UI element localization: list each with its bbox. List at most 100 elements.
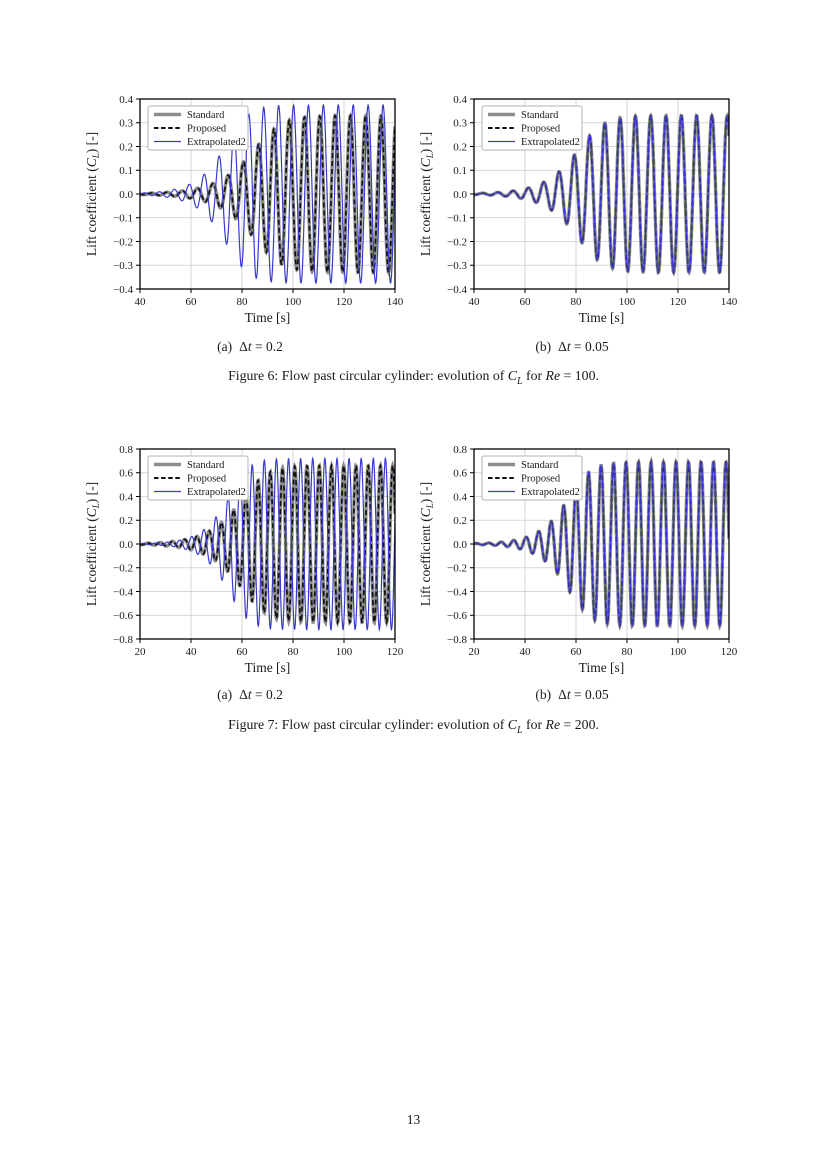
x-tick-label: 40 (469, 296, 481, 308)
y-tick-label: −0.4 (113, 284, 133, 296)
caption-text: Figure 7: Flow past circular cylinder: e… (228, 717, 508, 732)
caption-text: for (522, 717, 546, 732)
time-step-variable: t (566, 687, 571, 702)
delta-symbol: Δ (239, 339, 248, 354)
cl-subscript: L (516, 375, 523, 387)
legend-label-proposed: Proposed (521, 124, 561, 135)
x-tick-label: 120 (387, 646, 404, 658)
page-number: 13 (406, 1112, 421, 1127)
time-step-value: = 0.05 (570, 339, 609, 354)
figure7-caption: Figure 7: Flow past circular cylinder: e… (0, 717, 827, 736)
x-tick-label: 80 (571, 296, 583, 308)
x-tick-label: 120 (336, 296, 353, 308)
y-tick-label: 0.2 (119, 515, 133, 527)
y-tick-label: 0.1 (119, 165, 133, 177)
reynolds-symbol: Re (545, 368, 561, 383)
cl-subscript: L (516, 724, 523, 736)
legend-box (481, 105, 583, 151)
x-tick-label: 100 (670, 646, 687, 658)
time-step-variable: t (247, 339, 252, 354)
legend-label-standard: Standard (521, 460, 559, 471)
y-axis-label: Lift coefficient (CL) [-] (418, 132, 435, 256)
chart-re200-dt0p05: 20 40 60 80 100 120 −0.8 −0.6 −0.4 −0.2 0.0 0.2 0.4 0… (410, 437, 741, 679)
x-tick-label: 60 (237, 646, 249, 658)
y-tick-label: 0.3 (119, 118, 133, 130)
y-tick-label: −0.1 (113, 213, 133, 225)
x-tick-label: 40 (135, 296, 147, 308)
x-axis-label: Time [s] (245, 660, 291, 675)
time-step-variable: t (566, 339, 571, 354)
y-tick-label: 0.4 (119, 94, 133, 106)
y-tick-label: 0.8 (119, 444, 133, 456)
delta-symbol: Δ (558, 339, 567, 354)
time-step-variable: t (247, 687, 252, 702)
y-tick-label: 0.2 (453, 141, 467, 153)
legend-box (147, 455, 249, 501)
y-tick-label: 0.3 (453, 118, 467, 130)
subfigure-b-label: (b) (535, 339, 552, 354)
y-axis-label: Lift coefficient (CL) [-] (84, 482, 101, 606)
y-tick-label: −0.8 (113, 634, 133, 646)
cl-symbol: C (507, 368, 517, 383)
legend-box (147, 105, 249, 151)
x-tick-label: 100 (336, 646, 353, 658)
y-tick-label: 0.4 (119, 491, 133, 503)
y-tick-label: −0.3 (113, 260, 133, 272)
legend-label-extrapolated2: Extrapolated2 (521, 137, 580, 148)
figure7-subcaption-b: (b) Δt = 0.05 (535, 687, 608, 703)
y-tick-label: 0.6 (119, 468, 133, 480)
x-tick-label: 100 (619, 296, 636, 308)
figure7-subcaption-a: (a) Δt = 0.2 (217, 687, 283, 703)
chart-svg-re200-dt005: 20 40 60 80 100 120 −0.8 −0.6 −0.4 −0.2 0.0 0.2 0.4 0… (418, 444, 738, 675)
y-tick-label: 0.4 (453, 94, 467, 106)
x-axis-label: Time [s] (579, 310, 625, 325)
y-tick-label: 0.4 (453, 491, 467, 503)
delta-symbol: Δ (239, 687, 248, 702)
chart-svg-re100-dt005: 40 60 80 100 120 140 −0.4 −0.3 −0.2 −0.1 0.0 0.1 0.2… (418, 94, 738, 325)
x-tick-label: 60 (186, 296, 198, 308)
legend-label-standard: Standard (187, 110, 225, 121)
x-axis-label: Time [s] (579, 660, 625, 675)
series-line-proposed (140, 114, 395, 275)
x-tick-label: 80 (237, 296, 249, 308)
y-tick-label: 0.2 (453, 515, 467, 527)
legend-label-proposed: Proposed (521, 474, 561, 485)
subfigure-a-label: (a) (217, 339, 233, 354)
x-tick-label: 20 (469, 646, 481, 658)
y-tick-label: −0.2 (113, 236, 133, 248)
y-tick-label: −0.1 (447, 213, 467, 225)
chart-re100-dt0p05: 40 60 80 100 120 140 −0.4 −0.3 −0.2 −0.1 0.0 0.1 0.2… (410, 87, 741, 329)
series-line-extrapolated2 (140, 456, 395, 632)
y-tick-label: −0.6 (113, 610, 133, 622)
y-tick-label: 0.0 (453, 539, 467, 551)
legend-label-extrapolated2: Extrapolated2 (521, 487, 580, 498)
cl-symbol: C (507, 717, 517, 732)
y-tick-label: −0.4 (113, 586, 133, 598)
time-step-value: = 0.2 (251, 339, 283, 354)
y-tick-label: −0.4 (447, 284, 467, 296)
y-tick-label: −0.2 (113, 563, 133, 575)
x-tick-label: 40 (186, 646, 198, 658)
time-step-value: = 0.2 (251, 687, 283, 702)
y-tick-label: 0.0 (119, 189, 133, 201)
subfigure-a-label: (a) (217, 687, 233, 702)
x-tick-label: 120 (721, 646, 738, 658)
figure6-caption: Figure 6: Flow past circular cylinder: e… (0, 368, 827, 387)
x-tick-label: 60 (520, 296, 532, 308)
x-tick-label: 20 (135, 646, 147, 658)
figure6-subcaption-a: (a) Δt = 0.2 (217, 339, 283, 355)
chart-re100-dt0p2: 40 60 80 100 120 140 −0.4 −0.3 −0.2 −0.1 0.0 0.1 0.2… (76, 87, 407, 329)
chart-svg-re200-dt02: 20 40 60 80 100 120 −0.8 −0.6 −0.4 −0.2 0.0 0.2 0.4 0… (84, 444, 404, 675)
figure6-subcaption-b: (b) Δt = 0.05 (535, 339, 608, 355)
x-tick-label: 120 (670, 296, 687, 308)
y-tick-label: −0.8 (447, 634, 467, 646)
x-tick-label: 80 (622, 646, 634, 658)
legend-label-extrapolated2: Extrapolated2 (187, 137, 246, 148)
legend-label-standard: Standard (187, 460, 225, 471)
delta-symbol: Δ (558, 687, 567, 702)
caption-text: = 200. (560, 717, 599, 732)
y-tick-label: −0.2 (447, 236, 467, 248)
legend-label-standard: Standard (521, 110, 559, 121)
y-tick-label: 0.8 (453, 444, 467, 456)
caption-text: = 100. (560, 368, 599, 383)
